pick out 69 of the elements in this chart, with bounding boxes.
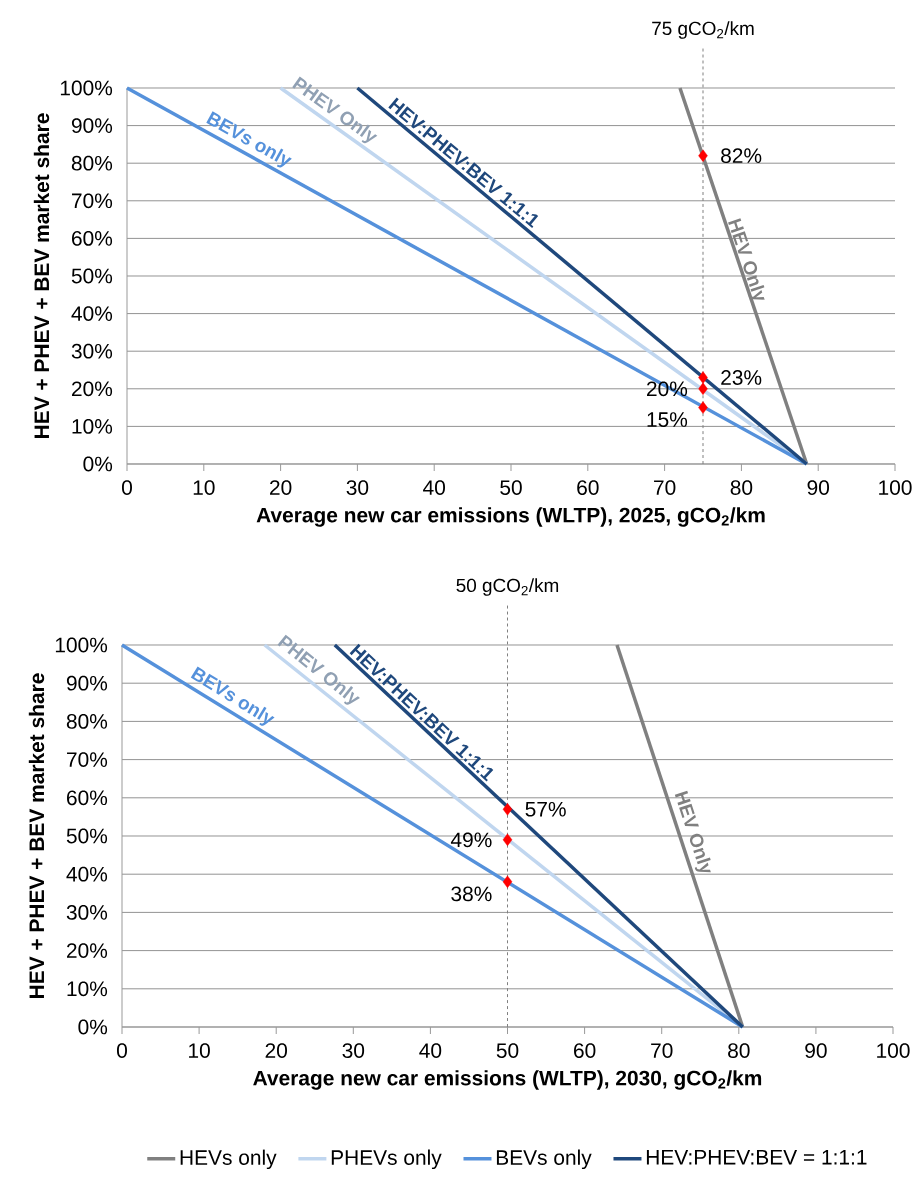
y-tick-label: 20% — [72, 381, 113, 397]
y-tick-label: 90% — [71, 118, 113, 133]
x-tick-label: 30 — [346, 480, 369, 495]
x-tick-label: 60 — [574, 1043, 596, 1058]
y-tick-label: 60% — [67, 790, 108, 806]
x-tick-label: 100 — [879, 480, 912, 495]
y-tick-label: 70% — [67, 752, 108, 767]
x-tick-label: 0 — [121, 480, 132, 495]
point — [502, 875, 513, 889]
y-tick-label: 0% — [83, 456, 113, 472]
x-tick-label: 10 — [193, 480, 215, 495]
data-label: 23% — [721, 370, 762, 385]
point — [698, 382, 708, 395]
x-tick-label: 50 — [500, 480, 522, 495]
y-tick-label: 50% — [66, 828, 108, 844]
data-label: 57% — [525, 801, 566, 817]
x-tick-label: 90 — [807, 480, 830, 495]
point — [698, 149, 708, 162]
x-tick-label: 80 — [730, 480, 753, 495]
point — [698, 371, 708, 384]
legend-label: PHEVs only — [331, 1149, 442, 1170]
point — [502, 803, 513, 816]
y-tick-label: 100% — [55, 637, 108, 653]
x-tick-label: 20 — [270, 480, 292, 495]
annotation: HEV Only — [728, 218, 765, 300]
y-tick-label: 100% — [60, 80, 113, 96]
ref-line-label: 75 gCO$_{2}$/km — [652, 21, 754, 39]
x-tick-label: 50 — [496, 1043, 519, 1058]
x-axis-title: Average new car emissions (WLTP), 2030, gCO$_{2}$/km — [253, 1070, 762, 1090]
y-tick-label: 70% — [72, 193, 113, 209]
x-tick-label: 100 — [877, 1043, 910, 1058]
annotation: HEV Only — [674, 790, 711, 873]
x-tick-label: 80 — [728, 1043, 750, 1058]
x-tick-label: 70 — [651, 1043, 673, 1058]
y-axis-title: HEV + PHEV + BEV market share — [33, 113, 50, 438]
x-tick-label: 40 — [423, 480, 446, 495]
y-tick-label: 20% — [67, 943, 108, 958]
x-tick-label: 70 — [654, 480, 676, 495]
point — [698, 401, 708, 414]
y-tick-label: 80% — [71, 155, 113, 171]
y-tick-label: 40% — [71, 306, 113, 321]
y-tick-label: 60% — [72, 230, 113, 246]
x-axis-title: Average new car emissions (WLTP), 2025, gCO$_{2}$/km — [256, 507, 765, 527]
x-tick-label: 40 — [419, 1043, 442, 1058]
x-tick-label: 10 — [189, 1043, 210, 1058]
legend-label: HEV:PHEV:BEV = 1:1:1 — [646, 1149, 867, 1165]
x-tick-label: 30 — [342, 1043, 365, 1058]
y-axis-title: HEV + PHEV + BEV market share — [28, 673, 45, 998]
data-label: 38% — [451, 886, 492, 902]
y-tick-label: 10% — [72, 418, 113, 434]
y-tick-label: 90% — [66, 675, 108, 691]
data-label: 15% — [647, 412, 688, 427]
x-tick-label: 0 — [116, 1043, 127, 1058]
ref-line-label: 50 gCO$_{2}$/km — [456, 578, 559, 596]
data-label: 49% — [450, 832, 492, 848]
point — [502, 833, 513, 847]
y-tick-label: 0% — [78, 1019, 108, 1035]
y-tick-label: 40% — [66, 866, 108, 882]
data-label: 82% — [721, 148, 762, 164]
y-tick-label: 30% — [66, 904, 108, 920]
x-tick-label: 60 — [577, 480, 599, 495]
y-tick-label: 80% — [66, 713, 108, 729]
legend-label: BEVs only — [496, 1149, 592, 1170]
x-tick-label: 20 — [265, 1043, 288, 1058]
y-tick-label: 30% — [71, 343, 113, 359]
legend-label: HEVs only — [180, 1149, 277, 1170]
x-tick-label: 90 — [805, 1043, 827, 1058]
y-tick-label: 50% — [71, 268, 113, 284]
y-tick-label: 10% — [67, 981, 108, 997]
